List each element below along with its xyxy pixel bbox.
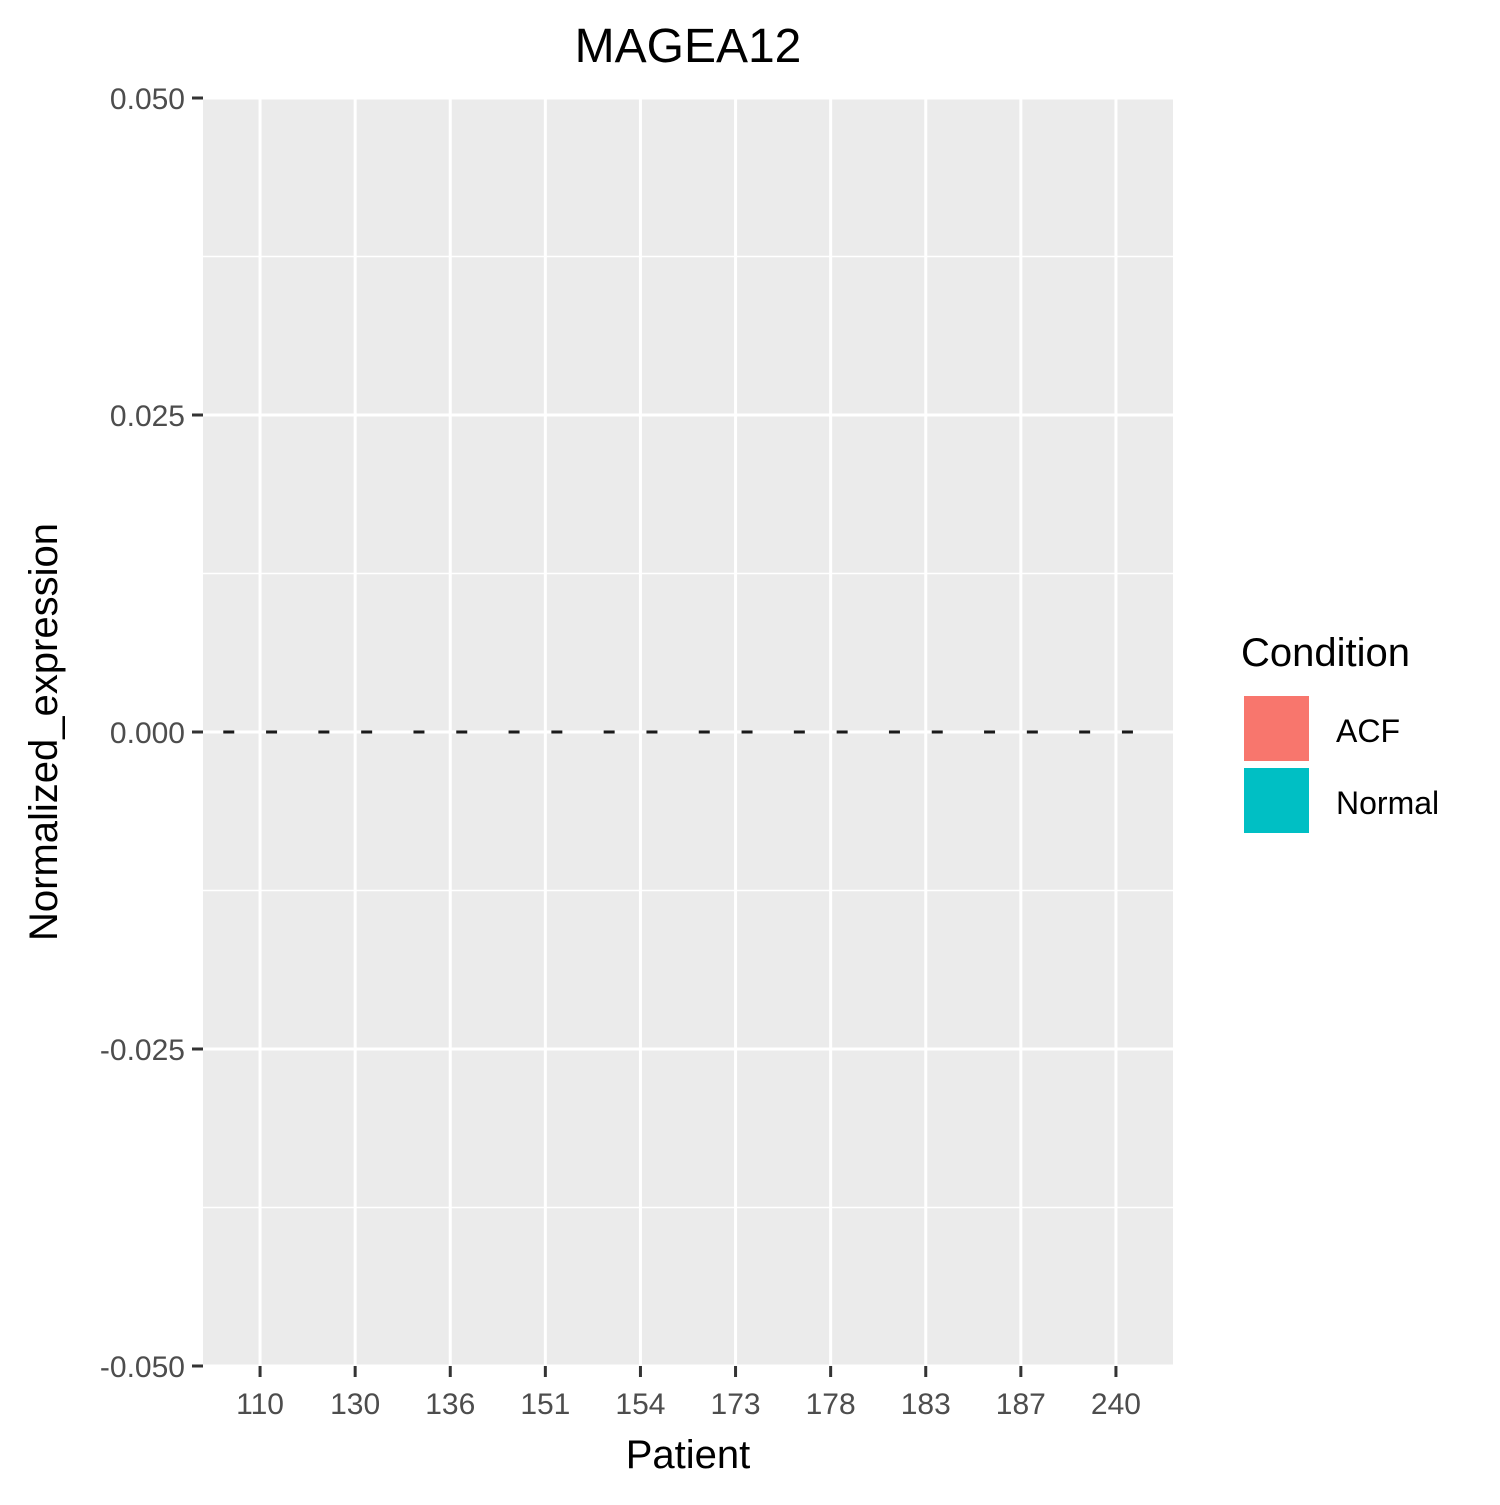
y-tick-label: 0.000 [110,717,185,750]
x-tick-label: 151 [520,1388,570,1421]
legend-label-normal: Normal [1336,785,1439,821]
x-tick-label: 240 [1091,1388,1141,1421]
y-tick-label: -0.050 [100,1351,185,1384]
legend-swatch-normal [1242,766,1311,835]
x-tick-label: 173 [711,1388,761,1421]
x-tick-label: 187 [996,1388,1046,1421]
x-tick-label: 136 [425,1388,475,1421]
minor-gridlines [203,255,1173,1209]
legend-label-acf: ACF [1336,713,1400,749]
x-tick-label: 130 [330,1388,380,1421]
y-tick-label: 0.050 [110,83,185,116]
chart-title: MAGEA12 [575,20,802,73]
x-tick-label: 110 [236,1388,284,1421]
x-axis-title: Patient [626,1433,751,1477]
y-axis: -0.050 -0.025 0.000 0.025 0.050 [100,83,203,1384]
x-tick-label: 183 [901,1388,951,1421]
legend-items: ACF Normal [1242,694,1439,835]
x-tick-label: 178 [806,1388,856,1421]
x-tick-label: 154 [615,1388,665,1421]
x-axis: 110 130 136 151 154 173 178 183 187 240 [236,1366,1141,1421]
y-tick-label: 0.025 [110,400,185,433]
y-axis-title: Normalized_expression [22,523,66,941]
legend-swatch-acf [1242,694,1311,763]
legend-title: Condition [1241,631,1410,675]
major-gridlines [203,96,1173,1368]
y-tick-label: -0.025 [100,1034,185,1067]
legend: Condition ACF Normal [1241,631,1439,835]
